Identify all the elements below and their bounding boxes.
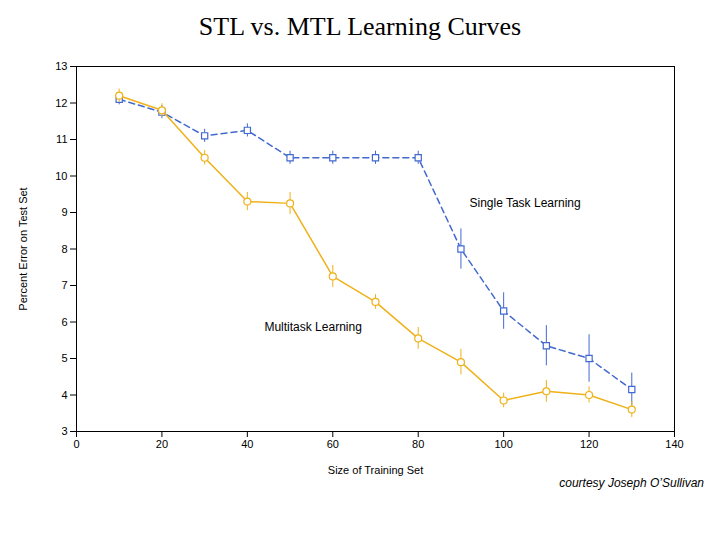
svg-text:Percent Error on Test Set: Percent Error on Test Set [17,187,29,310]
svg-text:12: 12 [55,97,67,109]
svg-text:120: 120 [580,438,598,450]
html-text:STL vs. MTL Learning Curves: STL vs. MTL Learning Curves [198,12,522,41]
svg-text:3: 3 [61,425,67,437]
svg-text:5: 5 [61,352,67,364]
svg-text:20: 20 [156,438,168,450]
svg-text:Size of Training Set: Size of Training Set [328,464,423,476]
svg-text:8: 8 [61,243,67,255]
svg-text:40: 40 [241,438,253,450]
svg-text:13: 13 [55,60,67,72]
html-text:courtesy Joseph O’Sullivan: courtesy Joseph O’Sullivan [559,476,704,490]
svg-text:140: 140 [665,438,683,450]
svg-text:Multitask Learning: Multitask Learning [264,320,361,334]
svg-text:11: 11 [56,133,67,145]
svg-text:60: 60 [327,438,339,450]
svg-text:9: 9 [61,206,67,218]
svg-text:80: 80 [412,438,424,450]
svg-text:0: 0 [73,438,79,450]
svg-text:7: 7 [61,279,67,291]
svg-text:100: 100 [494,438,512,450]
svg-text:6: 6 [61,316,67,328]
svg-text:4: 4 [61,389,67,401]
svg-text:Single Task Learning: Single Task Learning [469,196,580,210]
svg-text:10: 10 [55,170,67,182]
